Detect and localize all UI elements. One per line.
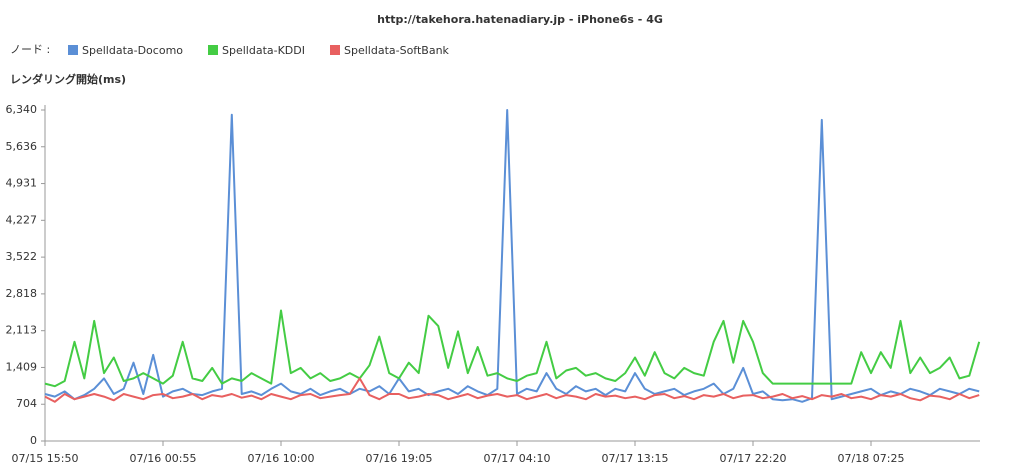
- x-tick-label: 07/16 10:00: [248, 452, 315, 465]
- y-tick-label: 4,931: [6, 177, 38, 190]
- chart-title: http://takehora.hatenadiary.jp - iPhone6…: [377, 13, 663, 26]
- x-tick-label: 07/17 04:10: [484, 452, 551, 465]
- series-line: [44, 109, 980, 403]
- y-tick-label: 2,818: [6, 287, 38, 300]
- legend-label: ノード :: [10, 43, 50, 56]
- y-tick-label: 704: [16, 397, 37, 410]
- legend-swatch: [330, 45, 340, 55]
- x-tick-label: 07/17 13:15: [602, 452, 669, 465]
- legend-entry: Spelldata-KDDI: [222, 44, 305, 57]
- series-line: [44, 309, 981, 388]
- x-tick-label: 07/15 15:50: [12, 452, 79, 465]
- legend-entry: Spelldata-Docomo: [82, 44, 183, 57]
- x-tick-label: 07/16 19:05: [366, 452, 433, 465]
- legend-entry: Spelldata-SoftBank: [344, 44, 450, 57]
- y-tick-label: 3,522: [6, 250, 38, 263]
- legend-swatch: [208, 45, 218, 55]
- x-tick-label: 07/16 00:55: [130, 452, 197, 465]
- x-tick-label: 07/18 07:25: [838, 452, 905, 465]
- y-tick-label: 1,409: [6, 360, 38, 373]
- y-tick-label: 2,113: [6, 324, 38, 337]
- legend-swatch: [68, 45, 78, 55]
- y-tick-label: 0: [30, 434, 37, 447]
- x-tick-label: 07/17 22:20: [720, 452, 787, 465]
- y-tick-label: 4,227: [6, 213, 38, 226]
- y-axis-label: レンダリング開始(ms): [10, 72, 126, 86]
- y-tick-label: 6,340: [6, 103, 38, 116]
- series-line: [44, 377, 980, 403]
- y-tick-label: 5,636: [6, 140, 38, 153]
